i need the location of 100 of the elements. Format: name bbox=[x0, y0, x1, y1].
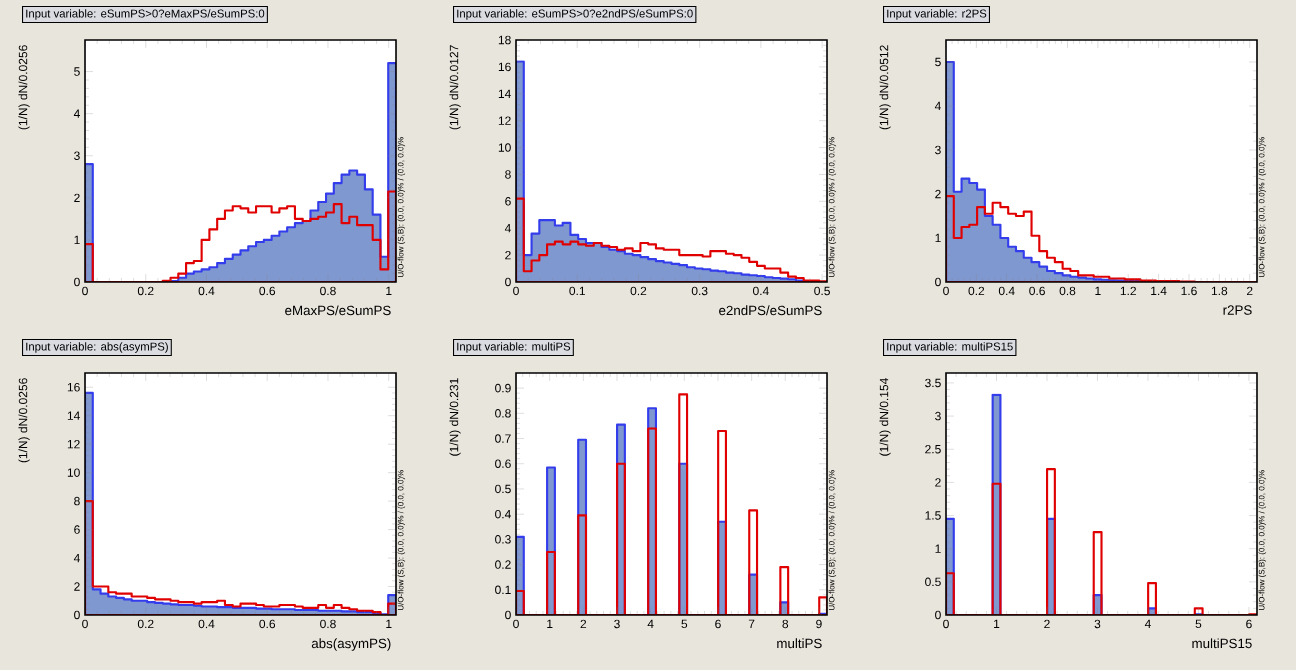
y-tick-label: 8 bbox=[74, 496, 80, 506]
y-axis-title: (1/N) dN/0.0256 bbox=[18, 45, 30, 130]
y-tick-label: 0.7 bbox=[495, 434, 511, 443]
y-tick-label: 12 bbox=[67, 439, 80, 449]
y-tick-label: 6 bbox=[505, 197, 511, 206]
x-tick-label: 0.2 bbox=[137, 619, 154, 629]
x-tick-label: 0.8 bbox=[1059, 286, 1076, 296]
y-tick-label: 1 bbox=[935, 233, 941, 243]
y-tick-label: 0.9 bbox=[495, 383, 511, 393]
y-tick-label: 8 bbox=[505, 170, 511, 179]
x-tick-label: 0 bbox=[513, 619, 519, 629]
x-tick-label: 0 bbox=[513, 286, 519, 296]
y-tick-label: 2.5 bbox=[925, 444, 941, 454]
x-tick-label: 8 bbox=[782, 619, 789, 629]
y-axis-title: (1/N) dN/0.0512 bbox=[879, 45, 891, 130]
y-tick-label: 12 bbox=[498, 116, 511, 125]
x-tick-label: 0.1 bbox=[569, 286, 585, 296]
y-tick-label: 0 bbox=[935, 610, 941, 620]
text: U/O-flow (S,B): (0.0, 0.0)% / (0.0, 0.0)% bbox=[1258, 137, 1267, 278]
y-tick-label: 4 bbox=[73, 553, 80, 563]
y-tick-label: 18 bbox=[498, 35, 511, 45]
chart-title: Input variable: multiPS15 bbox=[887, 342, 1013, 353]
x-tick-label: 1.2 bbox=[1120, 286, 1136, 296]
x-tick-label: 6 bbox=[715, 619, 721, 629]
chart-title: Input variable: eSumPS>0?eMaxPS/eSumPS:0 bbox=[26, 9, 265, 20]
y-axis-title: (1/N) dN/0.154 bbox=[879, 378, 891, 456]
chart-title: Input variable: abs(asymPS) bbox=[26, 342, 168, 353]
x-tick-label: 0.4 bbox=[998, 286, 1015, 296]
x-tick-label: 1.8 bbox=[1211, 286, 1228, 296]
x-tick-label: 0.2 bbox=[630, 286, 647, 296]
x-tick-label: 0 bbox=[82, 619, 88, 629]
x-tick-label: 5 bbox=[1195, 619, 1202, 629]
y-tick-label: 2 bbox=[74, 582, 80, 591]
x-tick-label: 0.8 bbox=[320, 286, 336, 296]
x-tick-label: 5 bbox=[681, 619, 688, 629]
chart-title: Input variable: eSumPS>0?e2ndPS/eSumPS:0 bbox=[457, 9, 693, 20]
y-tick-label: 0 bbox=[935, 277, 941, 287]
x-axis-title: multiPS bbox=[777, 638, 822, 649]
x-tick-label: 1.6 bbox=[1181, 286, 1197, 296]
y-tick-label: 16 bbox=[67, 382, 80, 392]
y-tick-label: 3 bbox=[935, 411, 941, 421]
y-tick-label: 0.4 bbox=[495, 509, 511, 519]
x-tick-label: 0.8 bbox=[320, 619, 336, 629]
y-tick-label: 6 bbox=[74, 525, 80, 534]
y-tick-label: 4 bbox=[504, 224, 511, 233]
text: U/O-flow (S,B): (0.0, 0.0)% / (0.0, 0.0)% bbox=[828, 470, 837, 611]
x-tick-label: 0 bbox=[943, 286, 949, 296]
y-tick-label: 2 bbox=[935, 189, 941, 199]
x-tick-label: 2 bbox=[1044, 619, 1050, 629]
x-tick-label: 2 bbox=[580, 619, 587, 629]
x-axis-title: abs(asymPS) bbox=[311, 638, 391, 651]
text: U/O-flow (S,B): (0.0, 0.0)% / (0.0, 0.0)% bbox=[397, 137, 406, 278]
x-tick-label: 1.4 bbox=[1151, 286, 1167, 295]
y-tick-label: 2 bbox=[935, 478, 941, 487]
y-tick-label: 0 bbox=[505, 277, 511, 287]
x-tick-label: 1 bbox=[547, 619, 553, 628]
y-tick-label: 5 bbox=[74, 67, 80, 76]
y-tick-label: 0.6 bbox=[495, 459, 511, 468]
y-tick-label: 2 bbox=[74, 193, 80, 203]
x-tick-label: 0.5 bbox=[814, 286, 830, 296]
x-tick-label: 9 bbox=[816, 619, 822, 629]
text: U/O-flow (S,B): (0.0, 0.0)% / (0.0, 0.0)% bbox=[1258, 470, 1267, 611]
y-axis-title: (1/N) dN/0.0256 bbox=[18, 378, 30, 463]
x-axis-title: eMaxPS/eSumPS bbox=[285, 305, 391, 316]
y-tick-label: 4 bbox=[73, 109, 80, 118]
y-tick-label: 0.3 bbox=[495, 535, 511, 544]
y-tick-label: 0.2 bbox=[495, 560, 511, 569]
x-tick-label: 4 bbox=[647, 619, 654, 628]
x-tick-label: 0.4 bbox=[198, 286, 215, 296]
x-tick-label: 0.2 bbox=[968, 286, 985, 296]
x-tick-label: 1 bbox=[994, 619, 1000, 628]
x-tick-label: 0.4 bbox=[753, 286, 769, 296]
x-tick-label: 0.3 bbox=[691, 286, 708, 296]
y-axis-title: (1/N) dN/0.231 bbox=[449, 378, 461, 456]
x-axis-title: r2PS bbox=[1223, 305, 1252, 315]
y-tick-label: 0.8 bbox=[495, 409, 511, 418]
y-tick-label: 0.5 bbox=[925, 577, 941, 587]
y-tick-label: 14 bbox=[498, 89, 511, 98]
x-tick-label: 6 bbox=[1246, 619, 1252, 629]
y-tick-label: 10 bbox=[67, 468, 80, 477]
y-tick-label: 1.5 bbox=[925, 511, 941, 520]
x-tick-label: 0 bbox=[82, 286, 88, 296]
x-tick-label: 0.6 bbox=[259, 286, 276, 296]
x-tick-label: 4 bbox=[1144, 619, 1151, 628]
x-tick-label: 1 bbox=[1095, 286, 1101, 295]
y-tick-label: 0.1 bbox=[495, 585, 511, 595]
chart-title: Input variable: multiPS bbox=[457, 342, 571, 353]
y-tick-label: 0.5 bbox=[495, 484, 511, 494]
x-tick-label: 1 bbox=[386, 619, 392, 628]
x-tick-label: 2 bbox=[1246, 286, 1253, 296]
x-axis-title: multiPS15 bbox=[1192, 638, 1252, 649]
y-tick-label: 16 bbox=[498, 62, 511, 72]
y-tick-label: 4 bbox=[934, 101, 941, 111]
x-tick-label: 0.4 bbox=[198, 619, 215, 629]
y-tick-label: 3 bbox=[74, 151, 80, 160]
x-tick-label: 0 bbox=[943, 619, 949, 629]
chart-title: Input variable: r2PS bbox=[887, 9, 987, 20]
y-tick-label: 3 bbox=[935, 145, 941, 155]
y-axis-title: (1/N) dN/0.0127 bbox=[449, 45, 461, 130]
y-tick-label: 5 bbox=[935, 57, 941, 67]
